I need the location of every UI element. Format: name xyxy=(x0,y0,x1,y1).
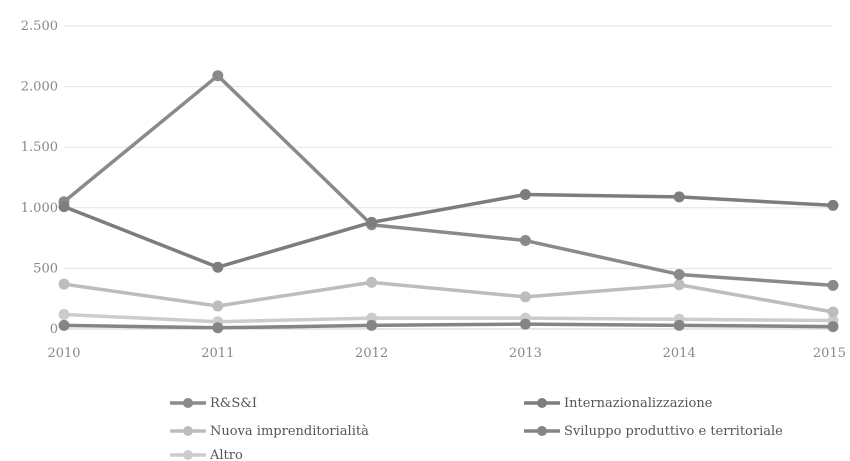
x-tick-label: 2010 xyxy=(47,346,80,361)
data-point xyxy=(212,300,224,312)
legend-swatch-marker xyxy=(537,426,547,436)
series-0 xyxy=(58,70,839,291)
y-tick-label: 1.000 xyxy=(21,201,58,216)
data-point xyxy=(366,216,378,228)
legend-label: Nuova imprenditorialità xyxy=(210,424,369,439)
legend-swatch-marker xyxy=(183,450,193,460)
data-point xyxy=(827,321,839,333)
x-tick-label: 2012 xyxy=(355,346,388,361)
legend-item: R&S&I xyxy=(170,396,257,411)
y-tick-label: 500 xyxy=(33,261,58,276)
x-axis-ticks: 2010 2011 2012 2013 2014 2015 xyxy=(47,346,846,361)
data-point xyxy=(827,199,839,211)
data-point xyxy=(58,319,70,331)
gridlines xyxy=(64,25,833,330)
data-point xyxy=(673,319,685,331)
data-point xyxy=(212,322,224,334)
data-point xyxy=(673,279,685,291)
series-line xyxy=(63,280,834,314)
legend-label: Sviluppo produttivo e territoriale xyxy=(564,424,783,439)
data-point xyxy=(58,308,70,320)
data-point xyxy=(827,306,839,318)
legend-swatch-marker xyxy=(183,426,193,436)
data-point xyxy=(519,318,531,330)
x-tick-label: 2015 xyxy=(813,346,846,361)
data-point xyxy=(673,268,685,280)
data-point xyxy=(519,235,531,247)
legend-swatch-marker xyxy=(183,398,193,408)
data-point xyxy=(673,191,685,203)
data-point xyxy=(58,201,70,213)
data-point xyxy=(366,319,378,331)
x-tick-label: 2014 xyxy=(663,346,696,361)
data-point xyxy=(519,291,531,303)
y-tick-label: 1.500 xyxy=(21,140,58,155)
series-3 xyxy=(58,318,839,334)
legend-label: Internazionalizzazione xyxy=(564,396,713,411)
x-tick-label: 2013 xyxy=(509,346,542,361)
data-point xyxy=(519,188,531,200)
series-lines xyxy=(58,70,839,334)
legend-item: Internazionalizzazione xyxy=(524,396,713,411)
legend: R&S&I Internazionalizzazione Nuova imprend… xyxy=(170,396,783,461)
legend-item: Nuova imprenditorialità xyxy=(170,424,369,439)
data-point xyxy=(366,276,378,288)
series-line xyxy=(63,192,834,269)
legend-swatch-marker xyxy=(537,398,547,408)
x-tick-label: 2011 xyxy=(201,346,234,361)
series-line xyxy=(63,312,834,324)
data-point xyxy=(58,278,70,290)
y-tick-label: 2.000 xyxy=(21,80,58,95)
data-point xyxy=(212,261,224,273)
y-axis-ticks: 0 500 1.000 1.500 2.000 2.500 xyxy=(21,19,58,337)
series-1 xyxy=(58,188,839,273)
series-line xyxy=(63,322,834,330)
legend-label: Altro xyxy=(209,448,243,461)
data-point xyxy=(827,279,839,291)
y-tick-label: 0 xyxy=(50,322,58,337)
series-2 xyxy=(58,276,839,318)
series-line xyxy=(62,73,834,288)
y-tick-label: 2.500 xyxy=(21,19,58,34)
legend-item: Altro xyxy=(170,448,243,461)
legend-item: Sviluppo produttivo e territoriale xyxy=(524,424,783,439)
legend-label: R&S&I xyxy=(210,396,257,411)
data-point xyxy=(212,70,224,82)
